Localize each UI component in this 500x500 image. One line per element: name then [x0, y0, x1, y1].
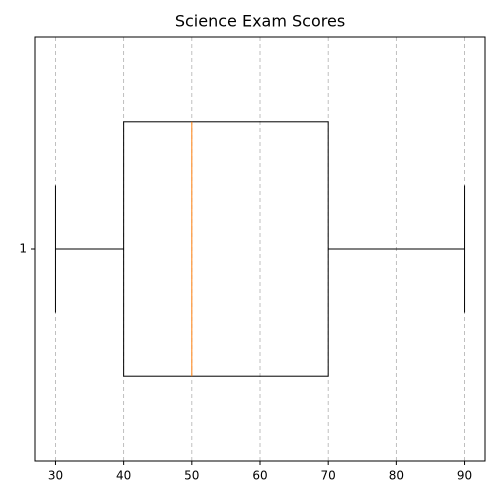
box	[123, 121, 329, 377]
x-tick-label: 70	[321, 469, 336, 483]
y-tick-label: 1	[19, 242, 27, 256]
x-tick-label: 90	[457, 469, 472, 483]
chart-title: Science Exam Scores	[175, 12, 345, 31]
x-tick-label: 60	[252, 469, 267, 483]
x-tick-label: 50	[184, 469, 199, 483]
x-tick-label: 80	[389, 469, 404, 483]
x-tick-label: 30	[48, 469, 63, 483]
x-tick-label: 40	[116, 469, 131, 483]
